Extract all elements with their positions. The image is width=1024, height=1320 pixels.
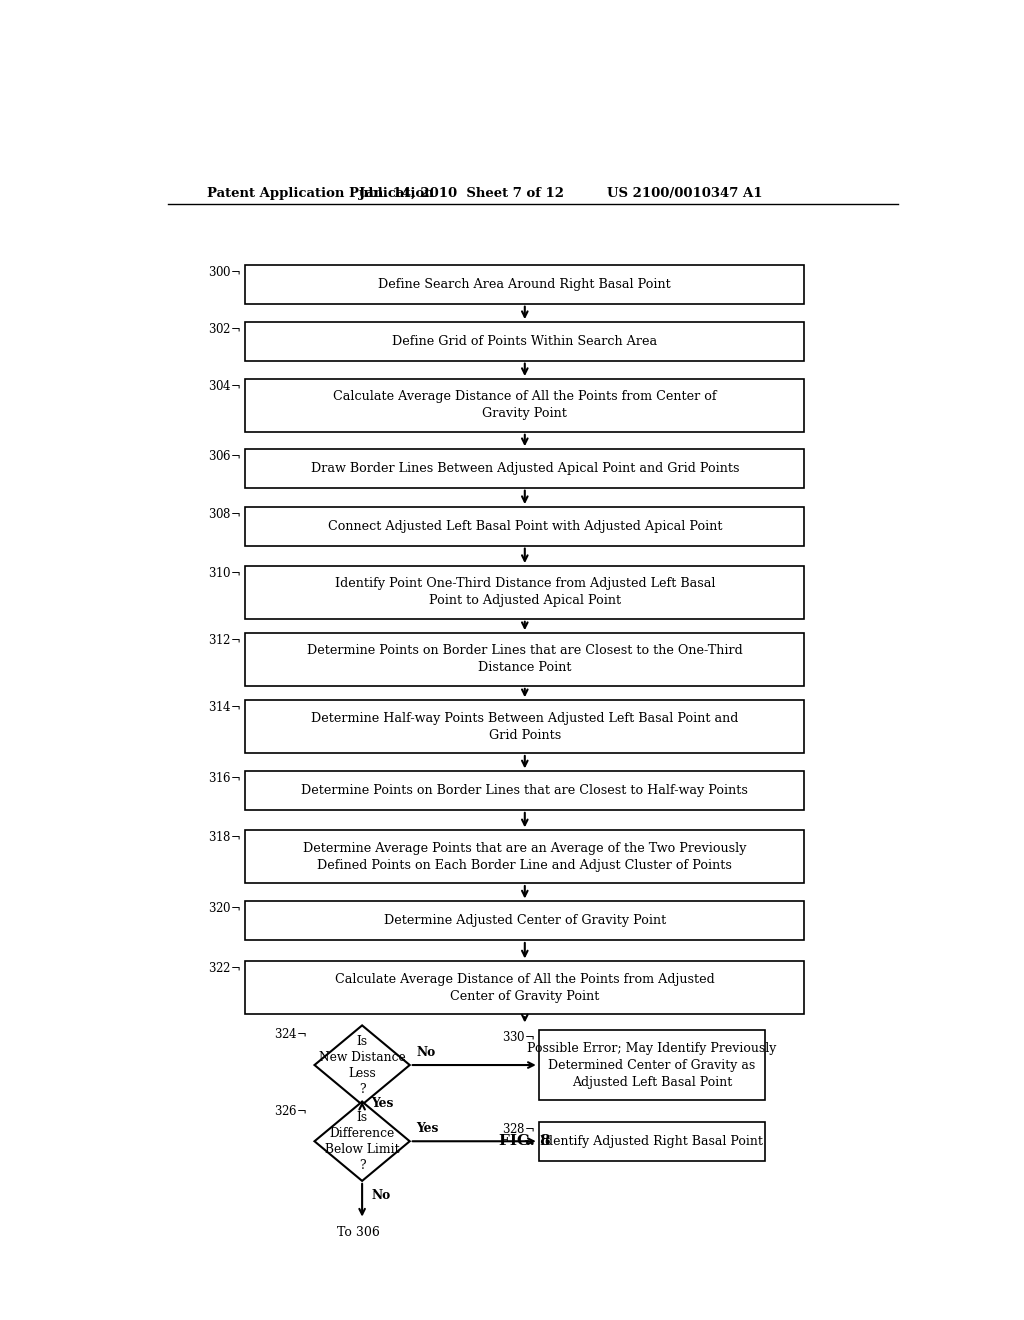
Bar bbox=[246, 902, 804, 940]
Bar bbox=[246, 322, 804, 360]
Text: 330$\neg$: 330$\neg$ bbox=[502, 1031, 535, 1044]
Bar bbox=[246, 961, 804, 1014]
Text: Define Grid of Points Within Search Area: Define Grid of Points Within Search Area bbox=[392, 335, 657, 348]
Bar bbox=[246, 771, 804, 810]
Text: Determine Average Points that are an Average of the Two Previously
Defined Point: Determine Average Points that are an Ave… bbox=[303, 842, 746, 871]
Text: Connect Adjusted Left Basal Point with Adjusted Apical Point: Connect Adjusted Left Basal Point with A… bbox=[328, 520, 722, 533]
Bar bbox=[246, 265, 804, 304]
Text: Determine Points on Border Lines that are Closest to the One-Third
Distance Poin: Determine Points on Border Lines that ar… bbox=[307, 644, 742, 675]
Text: 320$\neg$: 320$\neg$ bbox=[209, 902, 242, 915]
Text: Calculate Average Distance of All the Points from Center of
Gravity Point: Calculate Average Distance of All the Po… bbox=[333, 391, 717, 420]
Text: No: No bbox=[416, 1045, 435, 1059]
Text: 308$\neg$: 308$\neg$ bbox=[209, 507, 242, 521]
Bar bbox=[246, 449, 804, 487]
Text: To 306: To 306 bbox=[337, 1225, 380, 1238]
Text: 322$\neg$: 322$\neg$ bbox=[209, 961, 242, 975]
Bar bbox=[246, 830, 804, 883]
Text: FIG. 8: FIG. 8 bbox=[499, 1134, 551, 1148]
Text: Calculate Average Distance of All the Points from Adjusted
Center of Gravity Poi: Calculate Average Distance of All the Po… bbox=[335, 973, 715, 1003]
Bar bbox=[246, 700, 804, 752]
Text: 306$\neg$: 306$\neg$ bbox=[209, 449, 242, 463]
Text: 314$\neg$: 314$\neg$ bbox=[209, 700, 242, 714]
Text: Yes: Yes bbox=[372, 1097, 394, 1110]
Polygon shape bbox=[314, 1102, 410, 1181]
Text: 318$\neg$: 318$\neg$ bbox=[209, 830, 242, 845]
Polygon shape bbox=[314, 1026, 410, 1105]
Text: 312$\neg$: 312$\neg$ bbox=[209, 634, 242, 647]
Text: Patent Application Publication: Patent Application Publication bbox=[207, 187, 434, 201]
Bar bbox=[246, 634, 804, 686]
Text: Determine Points on Border Lines that are Closest to Half-way Points: Determine Points on Border Lines that ar… bbox=[301, 784, 749, 797]
Bar bbox=[246, 566, 804, 619]
Text: Determine Adjusted Center of Gravity Point: Determine Adjusted Center of Gravity Poi… bbox=[384, 915, 666, 927]
Text: No: No bbox=[372, 1189, 391, 1203]
Text: Yes: Yes bbox=[416, 1122, 438, 1135]
Text: Determine Half-way Points Between Adjusted Left Basal Point and
Grid Points: Determine Half-way Points Between Adjust… bbox=[311, 711, 738, 742]
Text: Identify Adjusted Right Basal Point: Identify Adjusted Right Basal Point bbox=[541, 1135, 763, 1148]
Text: 324$\neg$: 324$\neg$ bbox=[273, 1027, 306, 1041]
Text: Possible Error; May Identify Previously
Determined Center of Gravity as
Adjusted: Possible Error; May Identify Previously … bbox=[527, 1041, 776, 1089]
Text: Is
New Distance
Less
?: Is New Distance Less ? bbox=[318, 1035, 406, 1096]
Text: 300$\neg$: 300$\neg$ bbox=[209, 265, 242, 279]
Text: Is
Difference
Below Limit
?: Is Difference Below Limit ? bbox=[325, 1110, 399, 1172]
Text: 310$\neg$: 310$\neg$ bbox=[209, 566, 242, 579]
Text: 328$\neg$: 328$\neg$ bbox=[502, 1122, 535, 1137]
Bar bbox=[539, 1031, 765, 1100]
Text: Jan. 14, 2010  Sheet 7 of 12: Jan. 14, 2010 Sheet 7 of 12 bbox=[358, 187, 564, 201]
Bar bbox=[246, 507, 804, 545]
Text: Draw Border Lines Between Adjusted Apical Point and Grid Points: Draw Border Lines Between Adjusted Apica… bbox=[310, 462, 739, 475]
Text: 304$\neg$: 304$\neg$ bbox=[209, 379, 242, 393]
Bar bbox=[539, 1122, 765, 1160]
Text: Define Search Area Around Right Basal Point: Define Search Area Around Right Basal Po… bbox=[379, 279, 671, 290]
Text: US 2100/0010347 A1: US 2100/0010347 A1 bbox=[607, 187, 763, 201]
Text: 326$\neg$: 326$\neg$ bbox=[273, 1104, 306, 1118]
Text: Identify Point One-Third Distance from Adjusted Left Basal
Point to Adjusted Api: Identify Point One-Third Distance from A… bbox=[335, 577, 715, 607]
Text: 302$\neg$: 302$\neg$ bbox=[209, 322, 242, 337]
Text: 316$\neg$: 316$\neg$ bbox=[209, 771, 242, 785]
Bar bbox=[246, 379, 804, 432]
